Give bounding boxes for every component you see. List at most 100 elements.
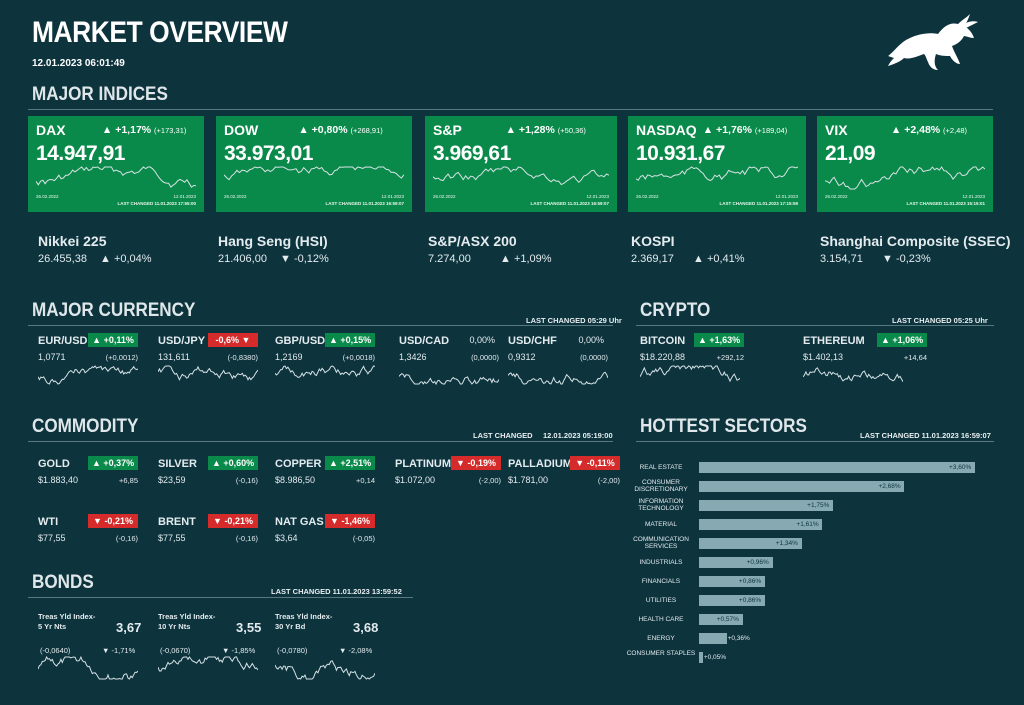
index-card[interactable]: S&P ▲ +1,28% (+50,36) 3.969,61 26.02.2022 12… bbox=[425, 116, 617, 212]
sector-bar bbox=[699, 652, 703, 663]
last-changed: 12.01.2023 05:19:00 bbox=[543, 431, 613, 440]
tile-value: $77,55 bbox=[38, 533, 66, 543]
last-changed: LAST CHANGED 11.01.2023 17:55:00 bbox=[117, 201, 196, 206]
last-changed: LAST CHANGED 11.01.2023 13:59:52 bbox=[271, 587, 402, 596]
chart-end-date: 12.01.2023 bbox=[173, 194, 196, 199]
commoditie-tile[interactable]: SILVER ▲ +0,60% $23,59 (-0,16) bbox=[158, 456, 268, 518]
sector-value: +0,57% bbox=[716, 616, 739, 623]
tile-name: NAT GAS bbox=[275, 516, 324, 528]
index-name[interactable]: S&P/ASX 200 bbox=[428, 233, 517, 249]
commoditie-tile[interactable]: GOLD ▲ +0,37% $1.883,40 +6,85 bbox=[38, 456, 148, 518]
tile-value: $3,64 bbox=[275, 533, 298, 543]
sector-value: +1,61% bbox=[796, 521, 819, 528]
index-value: 7.274,00 bbox=[428, 253, 471, 265]
commoditie-tile[interactable]: PALLADIUM ▼ -0,11% $1.781,00 (-2,00) bbox=[508, 456, 620, 518]
index-name[interactable]: Nikkei 225 bbox=[38, 233, 107, 249]
tile-abs-change: +292,12 bbox=[716, 353, 744, 362]
tile-name: GBP/USD bbox=[275, 335, 326, 347]
commoditie-tile[interactable]: NAT GAS ▼ -1,46% $3,64 (-0,05) bbox=[275, 514, 385, 576]
commoditie-tile[interactable]: COPPER ▲ +2,51% $8.986,50 +0,14 bbox=[275, 456, 385, 518]
sector-label: INFORMATION TECHNOLOGY bbox=[638, 498, 684, 512]
last-changed: LAST CHANGED 05:25 Uhr bbox=[892, 316, 988, 325]
tile-value: 0,9312 bbox=[508, 352, 536, 362]
sector-value: +0,86% bbox=[738, 578, 762, 585]
bond-tile[interactable]: Treas Yld Index-30 Yr Bd 3,68 (-0,0780) ▼ -… bbox=[275, 612, 385, 684]
tile-abs-change: +14,64 bbox=[903, 353, 927, 362]
index-name[interactable]: Shanghai Composite (SSEC) bbox=[820, 233, 1011, 249]
sector-bar bbox=[699, 576, 765, 587]
sector-label: INDUSTRIALS bbox=[639, 559, 683, 566]
index-change-abs: (+189,04) bbox=[754, 126, 788, 135]
index-name: DOW bbox=[224, 122, 259, 138]
divider bbox=[28, 441, 613, 442]
currencie-tile[interactable]: GBP/USD ▲ +0,15% 1,2169 (+0,0018) bbox=[275, 333, 385, 395]
last-changed: LAST CHANGED 11.01.2023 17:15:59 bbox=[719, 201, 798, 206]
sparkline-path bbox=[36, 166, 196, 188]
currencie-tile[interactable]: USD/JPY -0,6% ▼ 131,611 (-0,8380) bbox=[158, 333, 268, 395]
tile-abs-change: (+0,0018) bbox=[342, 353, 375, 362]
index-change-pct: ▲ +1,17% bbox=[101, 124, 152, 136]
divider bbox=[28, 109, 993, 110]
index-name: DAX bbox=[36, 122, 66, 138]
bond-name: Treas Yld Index-30 Yr Bd bbox=[275, 612, 333, 631]
tile-value: 1,2169 bbox=[275, 352, 303, 362]
index-card[interactable]: VIX ▲ +2,48% (+2,48) 21,09 26.02.2022 12.01.… bbox=[817, 116, 993, 212]
last-changed: LAST CHANGED 11.01.2023 16:59:07 bbox=[530, 201, 609, 206]
tile-name: USD/CAD bbox=[399, 335, 450, 347]
index-change: ▲ +1,28% (+50,36) bbox=[506, 124, 586, 136]
tile-sparkline bbox=[275, 365, 375, 378]
tile-sparkline bbox=[38, 365, 138, 385]
tile-value: $18.220,88 bbox=[640, 352, 686, 362]
tile-name: ETHEREUM bbox=[803, 335, 865, 347]
last-changed: LAST CHANGED 05:29 Uhr bbox=[526, 316, 622, 325]
index-change: ▼ -0,12% bbox=[280, 253, 329, 265]
change-badge: ▲ +0,15% bbox=[325, 333, 375, 347]
sector-bar bbox=[699, 462, 975, 473]
change-badge: ▼ -0,11% bbox=[570, 456, 620, 470]
tile-abs-change: (0,0000) bbox=[580, 353, 608, 362]
tile-name: WTI bbox=[38, 516, 59, 528]
index-card[interactable]: NASDAQ ▲ +1,76% (+189,04) 10.931,67 26.02.2… bbox=[628, 116, 806, 212]
change-badge: 0,00% bbox=[578, 335, 604, 345]
index-name[interactable]: Hang Seng (HSI) bbox=[218, 233, 328, 249]
index-card[interactable]: DAX ▲ +1,17% (+173,31) 14.947,91 26.02.2022… bbox=[28, 116, 204, 212]
last-changed: LAST CHANGED 11.01.2023 15:15:01 bbox=[906, 201, 985, 206]
currencie-tile[interactable]: USD/CHF 0,00% 0,9312 (0,0000) bbox=[508, 335, 618, 395]
chart-end-date: 12.01.2023 bbox=[775, 194, 798, 199]
sparkline-path bbox=[275, 660, 375, 680]
tile-sparkline bbox=[803, 367, 903, 383]
page-title: MARKET OVERVIEW bbox=[32, 16, 288, 49]
chart-start-date: 26.02.2022 bbox=[636, 194, 659, 199]
sector-label: FINANCIALS bbox=[641, 578, 681, 585]
timestamp: 12.01.2023 06:01:49 bbox=[32, 58, 125, 69]
change-badge: ▼ -1,46% bbox=[325, 514, 375, 528]
currencie-tile[interactable]: EUR/USD ▲ +0,11% 1,0771 (+0,0012) bbox=[38, 333, 148, 395]
chart-start-date: 26.02.2022 bbox=[224, 194, 247, 199]
tile-value: $1.072,00 bbox=[395, 475, 436, 485]
tile-value: $1.883,40 bbox=[38, 475, 79, 485]
index-card[interactable]: DOW ▲ +0,80% (+268,91) 33.973,01 26.02.2022… bbox=[216, 116, 412, 212]
index-value: 26.455,38 bbox=[38, 253, 87, 265]
bond-name: Treas Yld Index-5 Yr Nts bbox=[38, 612, 96, 631]
sector-label: COMMUNICATION SERVICES bbox=[633, 536, 689, 550]
crypto-tile[interactable]: ETHEREUM ▲ +1,06% $1.402,13 +14,64 bbox=[803, 333, 927, 395]
crypto-tile[interactable]: BITCOIN ▲ +1,63% $18.220,88 +292,12 bbox=[640, 333, 750, 395]
index-change: ▲ +1,09% bbox=[500, 253, 552, 265]
sector-label: REAL ESTATE bbox=[639, 464, 683, 471]
index-value: 3.154,71 bbox=[820, 253, 863, 265]
commoditie-tile[interactable]: PLATINUM ▼ -0,19% $1.072,00 (-2,00) bbox=[395, 456, 505, 518]
tile-value: $23,59 bbox=[158, 475, 186, 485]
tile-abs-change: (-0,16) bbox=[235, 534, 258, 543]
sector-bar bbox=[699, 481, 905, 492]
sector-label: UTILITIES bbox=[645, 597, 677, 604]
sector-value: +1,34% bbox=[775, 540, 798, 547]
index-change: ▲ +0,80% (+268,91) bbox=[298, 124, 382, 136]
sector-label: ENERGY bbox=[647, 635, 675, 642]
index-name[interactable]: KOSPI bbox=[631, 233, 675, 249]
commoditie-tile[interactable]: BRENT ▼ -0,21% $77,55 (-0,16) bbox=[158, 514, 268, 576]
bond-tile[interactable]: Treas Yld Index-10 Yr Nts 3,55 (-0,0670) ▼ … bbox=[158, 612, 268, 684]
currencie-tile[interactable]: USD/CAD 0,00% 1,3426 (0,0000) bbox=[399, 335, 509, 395]
bond-tile[interactable]: Treas Yld Index-5 Yr Nts 3,67 (-0,0640) ▼ -… bbox=[38, 612, 148, 684]
tile-name: GOLD bbox=[38, 458, 70, 470]
commoditie-tile[interactable]: WTI ▼ -0,21% $77,55 (-0,16) bbox=[38, 514, 148, 576]
